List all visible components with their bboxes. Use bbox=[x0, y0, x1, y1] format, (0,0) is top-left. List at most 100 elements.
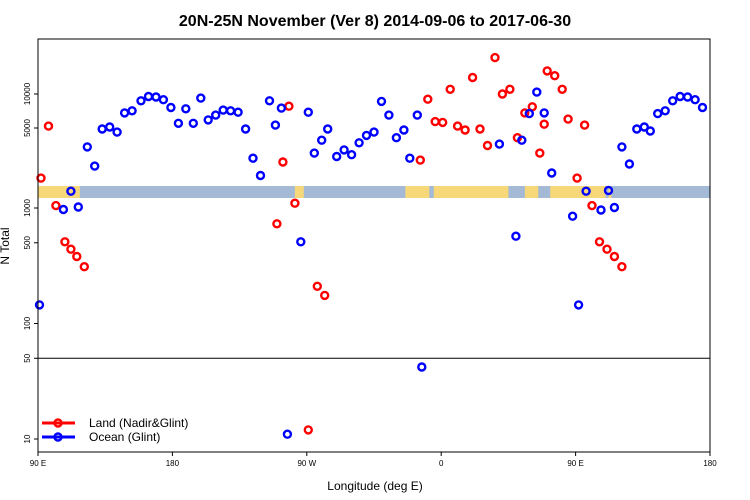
ocean-band bbox=[38, 186, 710, 198]
ocean-point bbox=[573, 300, 584, 310]
ocean-point bbox=[417, 362, 427, 372]
land-band-segment bbox=[433, 186, 509, 198]
land-point bbox=[497, 89, 508, 99]
land-point bbox=[587, 200, 597, 211]
ocean-point bbox=[547, 168, 557, 178]
ocean-point bbox=[240, 124, 251, 134]
ocean-point bbox=[104, 122, 115, 132]
land-point bbox=[452, 121, 463, 131]
land-point bbox=[320, 290, 330, 301]
land-point bbox=[430, 116, 440, 127]
land-point bbox=[579, 120, 590, 130]
ocean-point bbox=[399, 125, 409, 135]
land-point bbox=[617, 262, 627, 272]
legend-label-land: Land (Nadir&Glint) bbox=[89, 416, 188, 430]
ocean-point bbox=[97, 124, 107, 134]
x-tick-label: 180 bbox=[703, 459, 717, 468]
ocean-point bbox=[151, 92, 161, 102]
ocean-point bbox=[210, 110, 221, 120]
land-point bbox=[51, 200, 61, 211]
ocean-point bbox=[617, 142, 627, 152]
x-tick-label: 90 E bbox=[567, 459, 583, 468]
ocean-point bbox=[136, 96, 146, 106]
land-band-segment bbox=[608, 186, 612, 198]
land-point bbox=[490, 52, 500, 63]
ocean-point bbox=[276, 103, 287, 113]
land-band-segment bbox=[524, 186, 539, 198]
land-point bbox=[438, 117, 448, 128]
ocean-point bbox=[218, 105, 228, 115]
land-point bbox=[539, 119, 549, 129]
land-point bbox=[609, 251, 620, 262]
land-point bbox=[60, 237, 70, 247]
ocean-point bbox=[391, 132, 402, 143]
land-point bbox=[303, 425, 313, 435]
ocean-point bbox=[567, 211, 578, 221]
ocean-point bbox=[309, 148, 319, 158]
chart-title: 20N-25N November (Ver 8) 2014-09-06 to 2… bbox=[179, 13, 571, 30]
plot-frame bbox=[37, 38, 711, 453]
ocean-point bbox=[517, 135, 527, 145]
land-point bbox=[563, 114, 573, 124]
ocean-point bbox=[376, 96, 387, 107]
y-tick-label: 10000 bbox=[23, 82, 32, 105]
x-tick-label: 0 bbox=[439, 459, 444, 468]
land-band-segment bbox=[405, 186, 430, 198]
ocean-point bbox=[660, 106, 670, 116]
ocean-point bbox=[645, 126, 655, 136]
land-point bbox=[467, 72, 478, 83]
ocean-point bbox=[346, 149, 357, 160]
land-point bbox=[284, 101, 294, 111]
land-point bbox=[572, 173, 582, 183]
ocean-point bbox=[653, 108, 663, 119]
land-band-segment bbox=[294, 186, 304, 198]
ocean-point bbox=[384, 110, 394, 120]
ocean-point bbox=[73, 202, 84, 212]
ocean-point bbox=[511, 231, 521, 241]
ocean-point bbox=[668, 96, 678, 106]
land-point bbox=[66, 244, 76, 254]
y-tick-label: 1000 bbox=[23, 199, 32, 217]
ocean-point bbox=[82, 142, 93, 152]
ocean-point bbox=[296, 237, 306, 247]
ocean-point bbox=[225, 106, 236, 116]
land-point bbox=[36, 173, 46, 183]
map-band bbox=[38, 186, 710, 198]
y-tick-label: 500 bbox=[23, 236, 32, 250]
ocean-point bbox=[524, 108, 534, 119]
land-point bbox=[43, 121, 54, 131]
land-point bbox=[594, 237, 605, 247]
ocean-point bbox=[581, 186, 591, 196]
ocean-point bbox=[143, 91, 154, 102]
land-point bbox=[535, 148, 545, 158]
ocean-point bbox=[270, 120, 281, 130]
ocean-point bbox=[339, 145, 349, 155]
legend-marker-ocean bbox=[53, 432, 63, 442]
ocean-point bbox=[596, 205, 606, 215]
ocean-point bbox=[682, 92, 693, 102]
ocean-point bbox=[632, 124, 642, 134]
y-tick-label: 5000 bbox=[23, 119, 32, 137]
x-axis-label: Longitude (deg E) bbox=[327, 479, 422, 493]
land-point bbox=[72, 251, 82, 262]
ocean-point bbox=[697, 102, 708, 113]
ocean-point bbox=[494, 139, 505, 149]
land-point bbox=[475, 124, 485, 134]
ocean-point bbox=[196, 93, 206, 103]
land-point bbox=[520, 108, 530, 118]
ocean-point bbox=[119, 108, 130, 118]
ocean-point bbox=[112, 127, 122, 137]
land-point bbox=[557, 84, 567, 95]
ocean-point bbox=[369, 127, 379, 137]
ocean-point bbox=[405, 153, 415, 163]
legend-marker-land bbox=[53, 418, 63, 428]
land-point bbox=[602, 244, 612, 254]
y-tick-label: 100 bbox=[23, 316, 32, 330]
ocean-point bbox=[323, 124, 333, 134]
data-points bbox=[34, 52, 708, 439]
ocean-point bbox=[127, 106, 137, 116]
ocean-point bbox=[354, 138, 364, 148]
x-tick-label: 90 E bbox=[30, 459, 46, 468]
legend-label-ocean: Ocean (Glint) bbox=[89, 430, 160, 444]
